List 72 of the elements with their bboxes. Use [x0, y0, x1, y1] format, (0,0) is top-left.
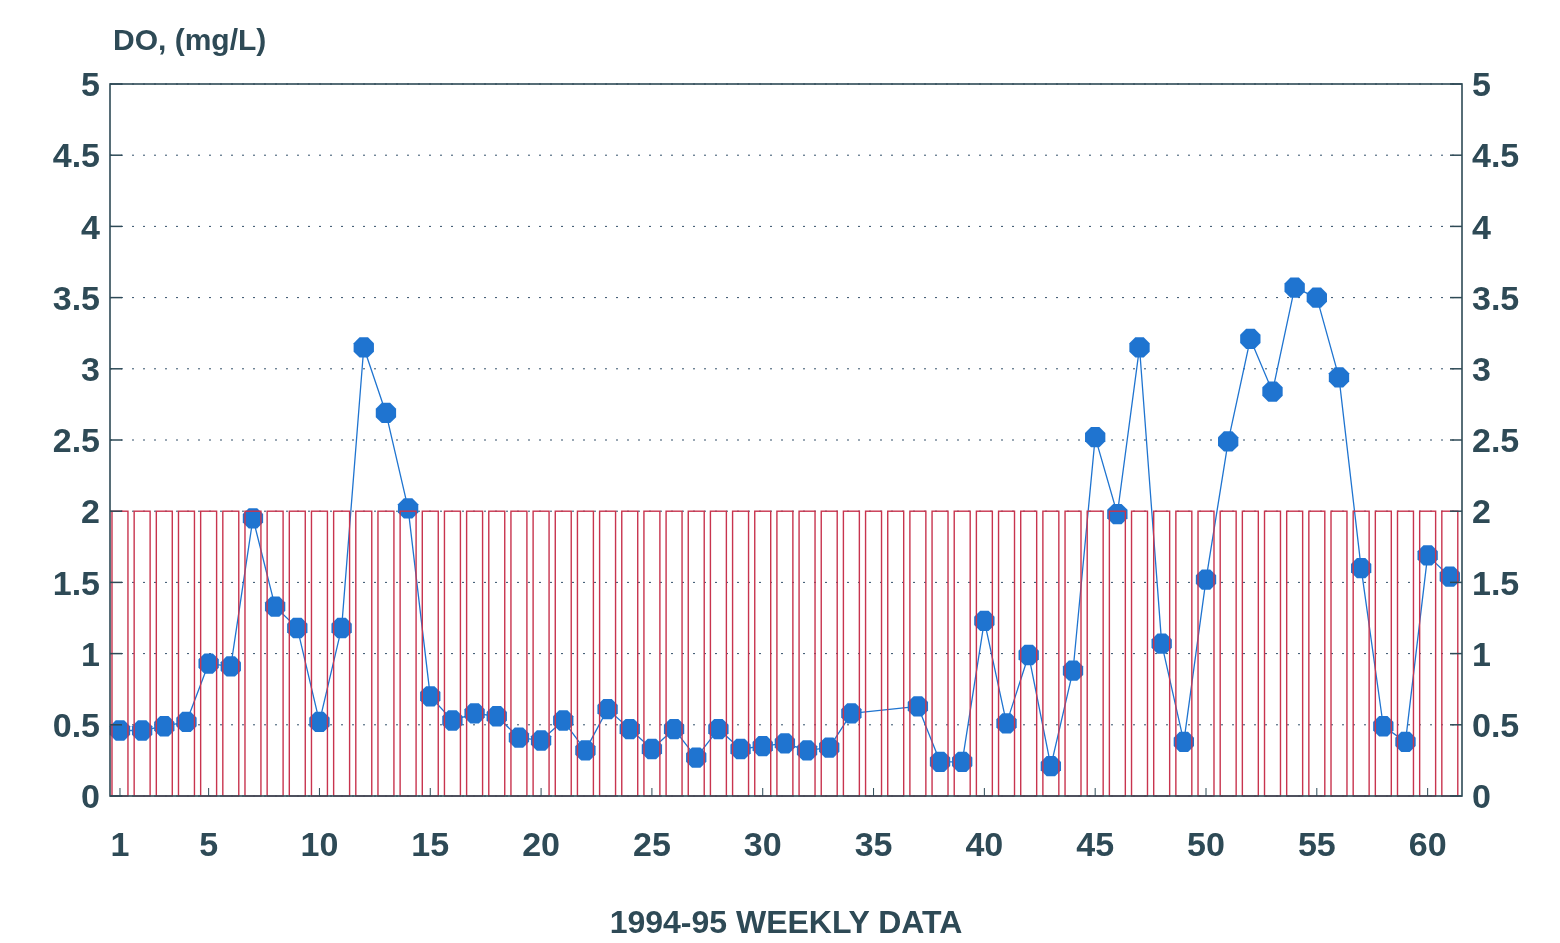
- y2-tick-label: 3.5: [1472, 278, 1520, 317]
- x-tick-label: 15: [411, 825, 450, 863]
- point: [1107, 503, 1128, 525]
- y2-tick-label: 4.5: [1472, 136, 1520, 175]
- x-tick-label: 45: [1076, 825, 1115, 863]
- point: [198, 653, 219, 674]
- point: [1306, 287, 1327, 308]
- y-tick-label: 4: [81, 207, 101, 246]
- y-tick-label: 0: [81, 777, 100, 816]
- point: [686, 747, 707, 768]
- point: [442, 710, 463, 731]
- y2-tick-label: 3: [1472, 350, 1491, 389]
- point: [730, 738, 751, 760]
- y2-tick-label: 1: [1472, 634, 1491, 673]
- y2-tick-label: 0.5: [1472, 706, 1520, 745]
- point: [353, 337, 374, 358]
- x-tick-label: 55: [1297, 825, 1336, 863]
- y-tick-label: 3.5: [52, 278, 100, 317]
- point: [1218, 431, 1239, 452]
- point: [841, 703, 862, 724]
- point: [597, 698, 618, 720]
- y-tick-label: 1: [81, 634, 100, 673]
- x-tick-label: 50: [1187, 825, 1225, 863]
- point: [309, 711, 330, 733]
- point: [619, 718, 640, 740]
- y-axis-title: DO, (mg/L): [113, 23, 267, 56]
- point: [1395, 731, 1416, 753]
- x-tick-label: 10: [300, 825, 339, 863]
- point: [1328, 367, 1350, 388]
- point: [375, 402, 397, 424]
- y2-tick-label: 2: [1472, 492, 1491, 531]
- point: [464, 703, 485, 724]
- point: [486, 706, 507, 727]
- point: [553, 710, 574, 731]
- point: [397, 498, 419, 519]
- x-tick-label: 35: [854, 825, 893, 863]
- point: [176, 711, 197, 733]
- y-tick-label: 2: [81, 492, 100, 531]
- point: [1129, 337, 1150, 358]
- point: [1151, 633, 1172, 654]
- x-axis-title: 1994-95 WEEKLY DATA: [609, 904, 963, 940]
- y2-tick-label: 4: [1472, 207, 1491, 246]
- point: [996, 713, 1017, 734]
- y-tick-label: 5: [81, 65, 100, 104]
- point: [154, 716, 175, 737]
- y-tick-label: 3: [81, 350, 100, 389]
- y-tick-label: 4.5: [52, 136, 100, 175]
- x-tick-label: 20: [522, 825, 560, 863]
- point: [1373, 716, 1394, 737]
- point: [1085, 426, 1106, 448]
- point: [331, 617, 352, 639]
- point: [1240, 328, 1261, 350]
- y2-tick-label: 1.5: [1472, 563, 1520, 602]
- x-tick-label: 60: [1408, 825, 1447, 863]
- x-tick-label: 40: [965, 825, 1004, 863]
- x-tick-label: 1: [110, 825, 130, 863]
- point: [974, 610, 995, 632]
- point: [708, 718, 729, 740]
- x-tick-label: 5: [199, 825, 219, 863]
- point: [1262, 381, 1283, 402]
- point: [1417, 545, 1438, 566]
- y2-tick-label: 5: [1472, 65, 1491, 104]
- y-tick-label: 1.5: [52, 563, 100, 602]
- y-tick-label: 0.5: [52, 706, 100, 745]
- y2-tick-label: 2.5: [1472, 421, 1520, 460]
- y2-tick-label: 0: [1472, 777, 1491, 816]
- y-tick-label: 2.5: [52, 421, 100, 460]
- x-tick-label: 25: [632, 825, 671, 863]
- point: [1018, 644, 1039, 666]
- point: [575, 740, 596, 761]
- x-tick-label: 30: [743, 825, 782, 863]
- point: [1284, 277, 1305, 298]
